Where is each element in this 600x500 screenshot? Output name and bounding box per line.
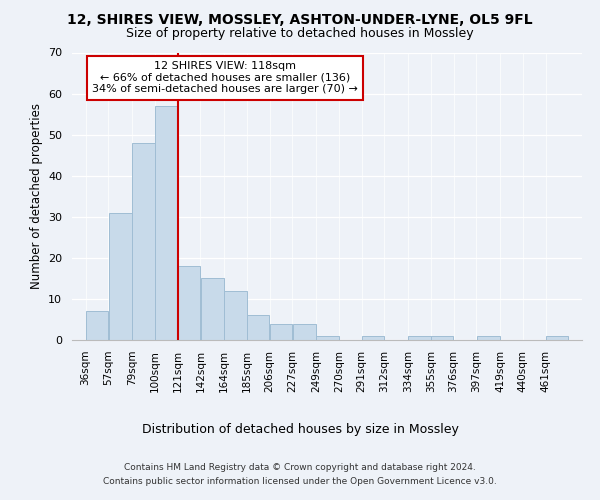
Bar — [200, 278, 224, 340]
Bar — [86, 311, 108, 340]
Bar — [409, 336, 431, 340]
Bar — [476, 336, 500, 340]
Bar — [316, 336, 338, 340]
Bar — [247, 316, 269, 340]
Text: Contains public sector information licensed under the Open Government Licence v3: Contains public sector information licen… — [103, 476, 497, 486]
Bar — [133, 143, 155, 340]
Bar — [155, 106, 178, 340]
Bar — [293, 324, 316, 340]
Bar — [362, 336, 384, 340]
Text: Contains HM Land Registry data © Crown copyright and database right 2024.: Contains HM Land Registry data © Crown c… — [124, 463, 476, 472]
Text: 12 SHIRES VIEW: 118sqm
← 66% of detached houses are smaller (136)
34% of semi-de: 12 SHIRES VIEW: 118sqm ← 66% of detached… — [92, 61, 358, 94]
Bar — [546, 336, 568, 340]
Bar — [178, 266, 200, 340]
Bar — [270, 324, 292, 340]
Bar — [224, 290, 247, 340]
Bar — [109, 212, 132, 340]
Y-axis label: Number of detached properties: Number of detached properties — [29, 104, 43, 289]
Bar — [431, 336, 454, 340]
Text: Size of property relative to detached houses in Mossley: Size of property relative to detached ho… — [126, 28, 474, 40]
Text: Distribution of detached houses by size in Mossley: Distribution of detached houses by size … — [142, 424, 458, 436]
Text: 12, SHIRES VIEW, MOSSLEY, ASHTON-UNDER-LYNE, OL5 9FL: 12, SHIRES VIEW, MOSSLEY, ASHTON-UNDER-L… — [67, 12, 533, 26]
